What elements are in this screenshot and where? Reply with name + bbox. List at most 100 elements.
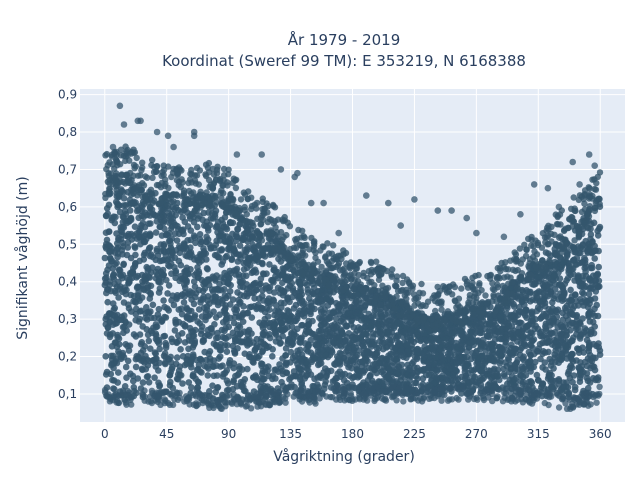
data-point: [353, 371, 360, 379]
data-point: [218, 326, 226, 334]
data-point: [353, 366, 361, 373]
data-point: [372, 312, 380, 320]
data-point: [478, 323, 485, 331]
data-point: [184, 223, 192, 230]
data-point: [269, 353, 276, 360]
data-point: [585, 184, 592, 191]
data-point: [588, 264, 596, 272]
data-point: [319, 340, 326, 348]
data-point: [560, 288, 567, 295]
data-point: [111, 280, 118, 288]
data-point: [295, 310, 302, 317]
data-point: [266, 261, 273, 268]
data-points: [101, 102, 604, 412]
data-point: [217, 226, 224, 233]
data-point: [580, 290, 587, 298]
data-point: [192, 289, 200, 297]
data-point: [195, 379, 203, 387]
data-point: [414, 318, 422, 326]
data-point: [177, 346, 184, 353]
data-point: [274, 284, 282, 292]
data-point: [106, 159, 113, 166]
data-point: [234, 371, 241, 379]
data-point: [508, 350, 516, 357]
data-point: [258, 360, 266, 368]
data-point: [144, 373, 152, 380]
data-point: [348, 295, 355, 302]
data-point: [257, 280, 264, 288]
data-point: [398, 347, 405, 355]
data-point: [312, 254, 319, 261]
data-point: [203, 306, 211, 314]
data-point: [122, 218, 129, 225]
data-point: [277, 258, 285, 265]
data-point: [299, 370, 306, 378]
data-point: [406, 377, 413, 384]
data-point: [241, 376, 249, 383]
data-point: [202, 172, 210, 180]
data-point: [142, 173, 149, 180]
data-point: [166, 371, 174, 379]
data-point: [350, 324, 358, 331]
data-point: [360, 342, 367, 350]
data-point: [188, 166, 195, 174]
data-point: [190, 278, 198, 285]
data-point: [116, 208, 124, 216]
data-point: [168, 246, 175, 253]
data-point: [486, 310, 494, 318]
data-point: [529, 344, 536, 352]
data-point: [509, 266, 517, 273]
data-point: [152, 321, 160, 328]
data-point: [321, 287, 329, 294]
data-point: [364, 337, 372, 344]
data-point: [197, 356, 205, 363]
data-point: [565, 389, 573, 397]
data-point: [592, 288, 600, 295]
data-point: [110, 271, 118, 278]
data-point: [385, 352, 392, 360]
data-point: [263, 342, 270, 350]
data-point: [559, 309, 566, 317]
data-point: [444, 371, 451, 379]
data-point: [191, 283, 199, 291]
data-point: [570, 256, 578, 264]
data-point: [365, 298, 372, 305]
data-point: [274, 268, 281, 276]
data-point: [213, 237, 220, 245]
data-point: [328, 349, 336, 356]
data-point: [270, 202, 277, 210]
data-point: [122, 171, 130, 179]
data-point: [305, 321, 313, 328]
data-point: [346, 372, 353, 380]
data-point: [305, 271, 312, 278]
data-point: [174, 222, 181, 230]
data-point: [494, 373, 501, 380]
data-point: [104, 266, 111, 274]
data-point: [244, 342, 251, 349]
data-point: [565, 224, 572, 231]
data-point: [432, 307, 439, 315]
data-point: [318, 351, 325, 359]
data-point: [413, 355, 421, 363]
data-point: [591, 295, 599, 302]
data-point: [444, 308, 452, 315]
data-point: [240, 383, 247, 391]
data-point: [110, 306, 118, 314]
data-point: [373, 319, 380, 327]
data-point: [266, 287, 273, 295]
data-point: [171, 264, 178, 271]
data-point: [117, 283, 124, 290]
data-point: [345, 344, 352, 352]
data-point: [380, 359, 388, 367]
data-point: [379, 367, 387, 375]
data-point: [341, 278, 348, 285]
data-point: [533, 371, 541, 379]
data-point: [244, 328, 251, 335]
data-point: [329, 334, 336, 342]
data-point: [196, 231, 204, 238]
data-point: [495, 349, 503, 357]
data-point: [547, 288, 554, 295]
data-point: [213, 272, 220, 279]
data-point: [385, 328, 392, 336]
data-point: [575, 196, 582, 204]
